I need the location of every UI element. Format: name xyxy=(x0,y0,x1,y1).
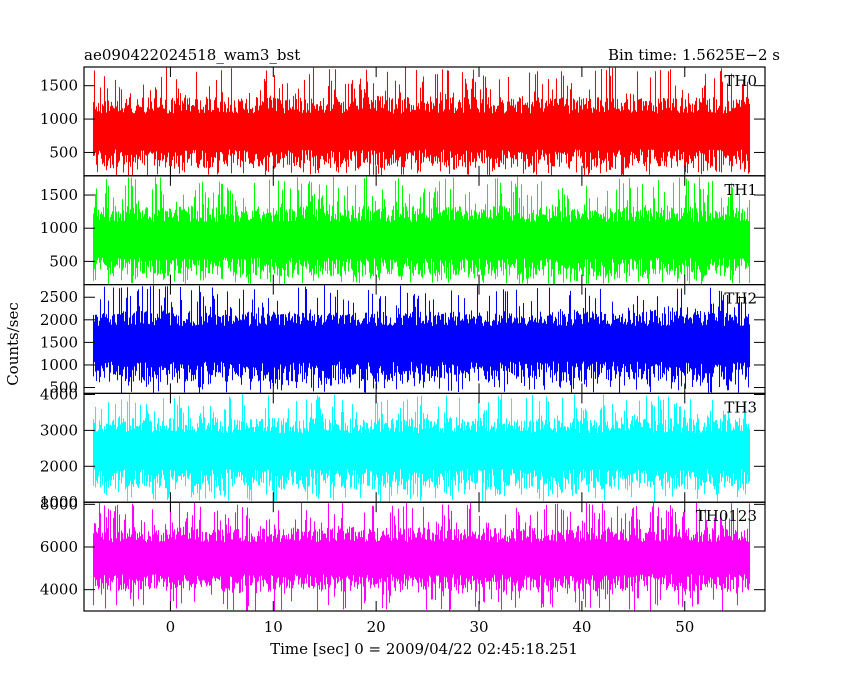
y-tick-label: 1000 xyxy=(40,219,78,237)
y-tick-label: 4000 xyxy=(40,581,78,599)
x-axis-group: 0 10 20 30 40 50 xyxy=(166,618,695,636)
y-tick-label: 1500 xyxy=(40,186,78,204)
x-tick-label: 40 xyxy=(572,618,591,636)
x-tick-label: 50 xyxy=(675,618,694,636)
y-tick-label: 500 xyxy=(49,143,78,161)
y-tick-label: 1000 xyxy=(40,110,78,128)
series-th1 xyxy=(92,176,751,285)
y-tick-label: 500 xyxy=(49,379,78,397)
y-tick-label: 500 xyxy=(49,252,78,270)
y-tick-label: 2000 xyxy=(40,311,78,329)
series-th0123 xyxy=(92,502,751,611)
y-tick-label: 1000 xyxy=(40,356,78,374)
x-tick-label: 10 xyxy=(264,618,283,636)
panel-name-label: TH0123 xyxy=(696,507,757,525)
series-th2 xyxy=(92,285,751,393)
x-tick-label: 0 xyxy=(166,618,176,636)
panel-name-label: TH3 xyxy=(724,398,757,416)
panels-group: 500 1000 1500 TH0 500 1000 1500 TH1 500 1000 1500 2… xyxy=(40,66,766,612)
x-tick-label: 30 xyxy=(469,618,488,636)
panel-th0123: 4000 6000 8000 TH0123 xyxy=(40,495,766,612)
panel-name-label: TH0 xyxy=(724,72,757,90)
chart-title-right: Bin time: 1.5625E−2 s xyxy=(608,46,780,64)
panel-th0: 500 1000 1500 TH0 xyxy=(40,66,766,177)
y-tick-label: 6000 xyxy=(40,538,78,556)
y-tick-label: 4000 xyxy=(40,385,78,403)
x-tick-label: 20 xyxy=(367,618,386,636)
panel-name-label: TH2 xyxy=(724,290,757,308)
panel-name-label: TH1 xyxy=(724,181,757,199)
y-tick-label: 1500 xyxy=(40,77,78,95)
y-tick-label: 3000 xyxy=(40,421,78,439)
y-tick-label: 1500 xyxy=(40,333,78,351)
series-th3 xyxy=(92,393,751,502)
y-tick-label: 2500 xyxy=(40,288,78,306)
chart-title-left: ae090422024518_wam3_bst xyxy=(84,46,300,64)
y-axis-label: Counts/sec xyxy=(4,302,22,386)
panel-th3: 1000 2000 3000 4000 TH3 xyxy=(40,385,766,511)
y-tick-label: 1000 xyxy=(40,493,78,511)
y-tick-label: 2000 xyxy=(40,457,78,475)
series-th0 xyxy=(92,67,751,176)
y-tick-label: 8000 xyxy=(40,495,78,513)
panel-th2: 500 1000 1500 2000 2500 TH2 xyxy=(40,284,766,397)
x-axis-label: Time [sec] 0 = 2009/04/22 02:45:18.251 xyxy=(270,640,578,658)
panel-th1: 500 1000 1500 TH1 xyxy=(40,175,766,286)
panel-frame xyxy=(83,501,766,612)
